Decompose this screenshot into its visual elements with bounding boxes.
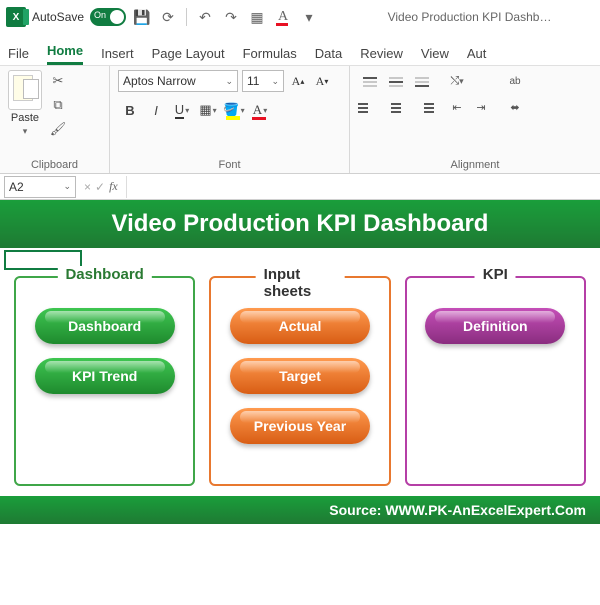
panel-kpi: KPI Definition bbox=[405, 276, 586, 486]
tab-view[interactable]: View bbox=[421, 42, 449, 65]
group-alignment: ⤭▾ ⇤ ⇥ ab ⬌ Alignment bbox=[350, 66, 600, 173]
merge-center-icon[interactable]: ⬌ bbox=[504, 96, 526, 118]
tab-automate[interactable]: Aut bbox=[467, 42, 487, 65]
underline-button[interactable]: U▾ bbox=[170, 98, 194, 122]
autosave-toggle[interactable]: On bbox=[90, 8, 126, 26]
panel-input-sheets: Input sheets Actual Target Previous Year bbox=[209, 276, 390, 486]
insert-function-icon[interactable]: fx bbox=[109, 179, 118, 194]
align-top-icon[interactable] bbox=[358, 70, 382, 94]
redo-icon[interactable]: ↷ bbox=[221, 7, 241, 27]
paste-dropdown-icon[interactable]: ▾ bbox=[23, 126, 28, 137]
formula-input[interactable] bbox=[126, 176, 600, 198]
increase-font-icon[interactable]: A▴ bbox=[288, 70, 308, 92]
paste-button[interactable]: Paste bbox=[11, 112, 39, 124]
decrease-font-icon[interactable]: A▾ bbox=[312, 70, 332, 92]
font-color-qat-icon[interactable]: A bbox=[273, 7, 293, 27]
tab-insert[interactable]: Insert bbox=[101, 42, 134, 65]
titlebar: X AutoSave On 💾 ⟳ ↶ ↷ ▦ A ▾ Video Produc… bbox=[0, 0, 600, 34]
tab-file[interactable]: File bbox=[8, 42, 29, 65]
panel-title-dashboard: Dashboard bbox=[57, 266, 151, 283]
save-icon[interactable]: 💾 bbox=[132, 7, 152, 27]
pill-label: KPI Trend bbox=[72, 368, 137, 384]
alignment-group-label: Alignment bbox=[358, 157, 592, 171]
document-title: Video Production KPI Dashb… bbox=[325, 10, 594, 24]
align-bottom-icon[interactable] bbox=[410, 70, 434, 94]
group-clipboard: Paste ▾ ✂ ⧉ 🖌 Clipboard bbox=[0, 66, 110, 173]
worksheet[interactable]: Video Production KPI Dashboard Dashboard… bbox=[0, 200, 600, 605]
fill-color-button[interactable]: 🪣▾ bbox=[222, 98, 246, 122]
undo-icon[interactable]: ↶ bbox=[195, 7, 215, 27]
nav-button-actual[interactable]: Actual bbox=[230, 308, 370, 344]
align-center-icon[interactable] bbox=[384, 96, 408, 120]
paste-icon[interactable] bbox=[8, 70, 42, 110]
dashboard-title: Video Production KPI Dashboard bbox=[0, 200, 600, 248]
pill-label: Previous Year bbox=[254, 418, 346, 434]
pill-label: Target bbox=[279, 368, 321, 384]
qat-overflow-icon[interactable]: ▾ bbox=[299, 7, 319, 27]
increase-indent-icon[interactable]: ⇥ bbox=[470, 96, 492, 118]
align-right-icon[interactable] bbox=[410, 96, 434, 120]
clipboard-group-label: Clipboard bbox=[8, 157, 101, 171]
chevron-down-icon: ⌄ bbox=[271, 76, 279, 87]
orientation-icon[interactable]: ⤭▾ bbox=[446, 70, 468, 92]
group-font: Aptos Narrow⌄ 11⌄ A▴ A▾ B I U▾ ▦▾ 🪣▾ A▾ … bbox=[110, 66, 350, 173]
panels-container: Dashboard Dashboard KPI Trend Input shee… bbox=[0, 270, 600, 496]
nav-button-previous-year[interactable]: Previous Year bbox=[230, 408, 370, 444]
separator-icon bbox=[186, 8, 187, 26]
panel-dashboard: Dashboard Dashboard KPI Trend bbox=[14, 276, 195, 486]
align-left-icon[interactable] bbox=[358, 96, 382, 120]
borders-button[interactable]: ▦▾ bbox=[196, 98, 220, 122]
align-middle-icon[interactable] bbox=[384, 70, 408, 94]
panel-title-input: Input sheets bbox=[256, 266, 345, 300]
nav-button-kpi-trend[interactable]: KPI Trend bbox=[35, 358, 175, 394]
tab-home[interactable]: Home bbox=[47, 39, 83, 65]
font-family-select[interactable]: Aptos Narrow ⌄ bbox=[118, 70, 238, 92]
font-group-label: Font bbox=[118, 157, 341, 171]
dashboard-footer: Source: WWW.PK-AnExcelExpert.Com bbox=[0, 496, 600, 524]
tab-data[interactable]: Data bbox=[315, 42, 342, 65]
toggle-knob-icon bbox=[110, 10, 124, 24]
font-color-button[interactable]: A▾ bbox=[248, 98, 272, 122]
cancel-formula-icon[interactable]: × bbox=[84, 180, 91, 194]
excel-logo-icon: X bbox=[6, 7, 26, 27]
decrease-indent-icon[interactable]: ⇤ bbox=[446, 96, 468, 118]
nav-button-dashboard[interactable]: Dashboard bbox=[35, 308, 175, 344]
pill-label: Actual bbox=[279, 318, 322, 334]
format-painter-icon[interactable]: 🖌 bbox=[48, 120, 68, 138]
font-size-select[interactable]: 11 ⌄ bbox=[242, 70, 284, 92]
border-icon[interactable]: ▦ bbox=[247, 7, 267, 27]
font-family-value: Aptos Narrow bbox=[123, 74, 196, 88]
nav-button-definition[interactable]: Definition bbox=[425, 308, 565, 344]
underline-label: U bbox=[175, 102, 184, 119]
tab-page-layout[interactable]: Page Layout bbox=[152, 42, 225, 65]
italic-button[interactable]: I bbox=[144, 98, 168, 122]
ribbon-tabs: File Home Insert Page Layout Formulas Da… bbox=[0, 34, 600, 66]
chevron-down-icon: ⌄ bbox=[63, 181, 71, 192]
chevron-down-icon: ⌄ bbox=[225, 76, 233, 87]
name-box[interactable]: A2 ⌄ bbox=[4, 176, 76, 198]
pill-label: Definition bbox=[463, 318, 528, 334]
autosave-state: On bbox=[94, 10, 106, 20]
copy-icon[interactable]: ⧉ bbox=[48, 96, 68, 114]
bold-button[interactable]: B bbox=[118, 98, 142, 122]
sync-icon[interactable]: ⟳ bbox=[158, 7, 178, 27]
cut-icon[interactable]: ✂ bbox=[48, 72, 68, 90]
tab-formulas[interactable]: Formulas bbox=[243, 42, 297, 65]
enter-formula-icon[interactable]: ✓ bbox=[95, 180, 105, 194]
panel-title-kpi: KPI bbox=[475, 266, 516, 283]
formula-bar: A2 ⌄ × ✓ fx bbox=[0, 174, 600, 200]
name-box-value: A2 bbox=[9, 180, 24, 194]
ribbon: Paste ▾ ✂ ⧉ 🖌 Clipboard Aptos Narrow ⌄ 11… bbox=[0, 66, 600, 174]
pill-label: Dashboard bbox=[68, 318, 141, 334]
autosave-label: AutoSave bbox=[32, 10, 84, 24]
wrap-text-icon[interactable]: ab bbox=[504, 70, 526, 92]
tab-review[interactable]: Review bbox=[360, 42, 403, 65]
nav-button-target[interactable]: Target bbox=[230, 358, 370, 394]
font-size-value: 11 bbox=[247, 74, 259, 88]
